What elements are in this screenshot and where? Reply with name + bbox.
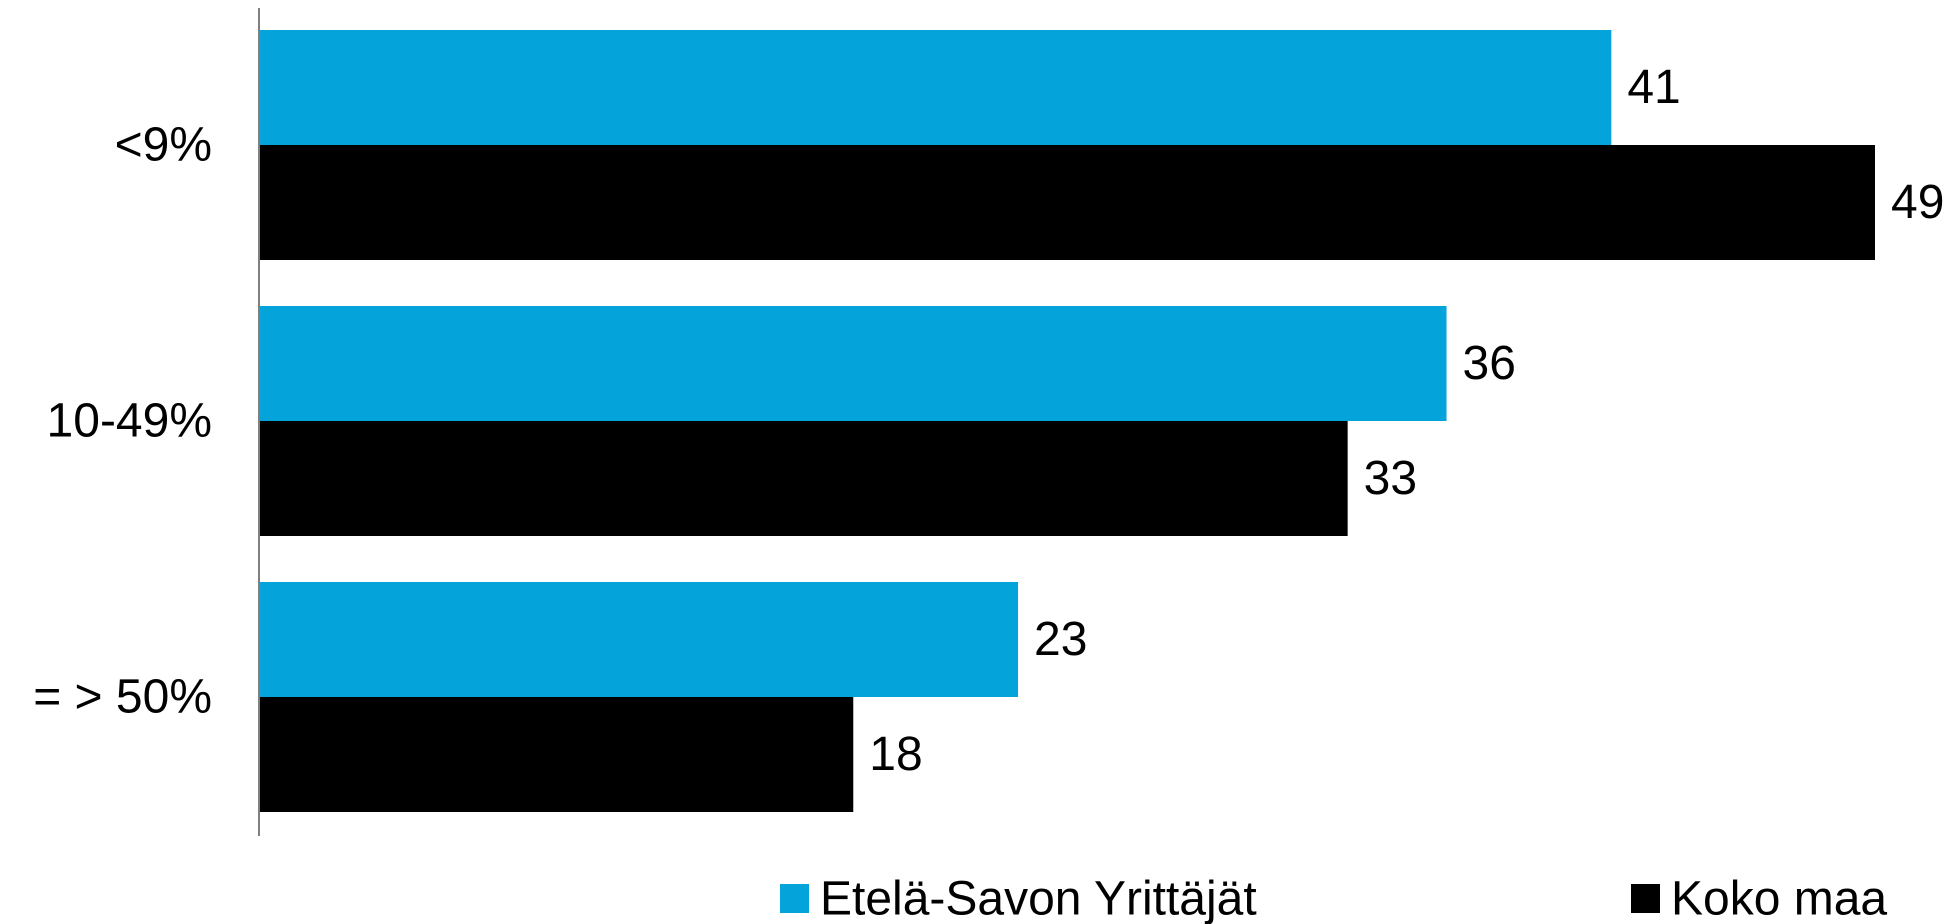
category-label: = > 50% bbox=[33, 671, 212, 724]
value-label: 41 bbox=[1627, 61, 1680, 114]
bar-etela-savo-0 bbox=[260, 30, 1612, 145]
value-label: 49 bbox=[1891, 176, 1944, 229]
bar-etela-savo-2 bbox=[260, 582, 1019, 697]
category-labels-group: <9% 10-49% = > 50% bbox=[33, 119, 212, 724]
bars-group bbox=[260, 30, 1875, 812]
legend-swatch bbox=[780, 884, 809, 913]
value-label: 18 bbox=[869, 728, 922, 781]
value-labels-group: 41 49 36 33 23 18 bbox=[869, 61, 1944, 781]
value-label: 36 bbox=[1463, 337, 1516, 390]
bar-koko-maa-1 bbox=[260, 421, 1348, 536]
category-label: <9% bbox=[115, 119, 212, 172]
bar-koko-maa-0 bbox=[260, 145, 1875, 260]
bar-etela-savo-1 bbox=[260, 306, 1447, 421]
legend-label: Etelä-Savon Yrittäjät bbox=[820, 873, 1257, 924]
legend: Etelä-Savon Yrittäjät Koko maa bbox=[780, 873, 1887, 924]
value-label: 23 bbox=[1034, 613, 1087, 666]
legend-swatch bbox=[1631, 884, 1660, 913]
bar-koko-maa-2 bbox=[260, 697, 854, 812]
category-label: 10-49% bbox=[47, 395, 212, 448]
legend-label: Koko maa bbox=[1671, 873, 1887, 924]
value-label: 33 bbox=[1364, 452, 1417, 505]
